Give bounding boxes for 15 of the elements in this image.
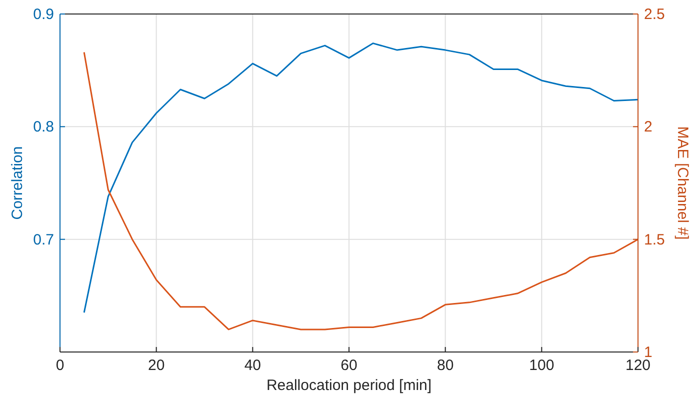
y-axis-title: Correlation: [9, 146, 26, 220]
x-tick-label: 100: [529, 357, 554, 374]
y-tick-label: 0.8: [33, 118, 54, 136]
y-tick-label: 0.7: [33, 231, 54, 248]
y-tick-label: 0.9: [33, 6, 54, 23]
y2-tick-label: 1.5: [644, 231, 665, 248]
y2-tick-label: 2.5: [644, 6, 665, 23]
x-tick-label: 20: [148, 357, 165, 374]
x-axis-title: Reallocation period [min]: [266, 377, 432, 394]
y2-tick-label: 2: [644, 118, 652, 136]
x-tick-label: 60: [340, 357, 358, 374]
x-tick-label: 80: [436, 357, 454, 374]
x-tick-label: 40: [244, 357, 262, 374]
x-tick-label: 0: [56, 357, 64, 374]
y2-axis-title: MAE [Channel #]: [674, 126, 690, 240]
